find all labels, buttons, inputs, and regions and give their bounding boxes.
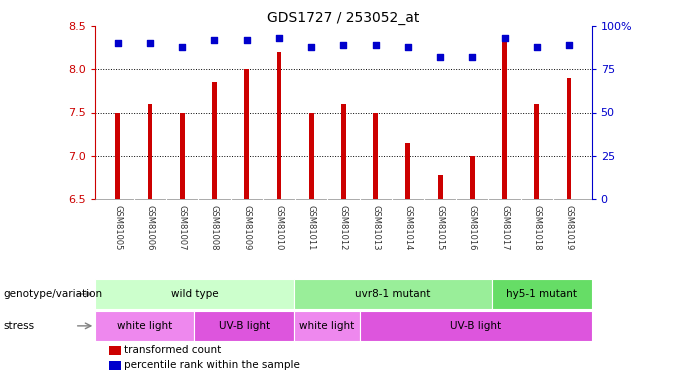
Bar — [502, 35, 507, 199]
Bar — [180, 112, 185, 199]
Text: uvr8-1 mutant: uvr8-1 mutant — [356, 289, 430, 299]
Bar — [95, 310, 194, 341]
Text: UV-B light: UV-B light — [450, 321, 501, 331]
Text: GSM81017: GSM81017 — [500, 205, 509, 251]
Point — [467, 54, 478, 60]
Point — [306, 44, 317, 50]
Point — [145, 40, 156, 46]
Text: GSM81019: GSM81019 — [564, 205, 573, 251]
Point — [338, 42, 349, 48]
Bar — [294, 279, 492, 309]
Bar — [341, 104, 346, 199]
Point — [273, 35, 284, 41]
Text: GSM81007: GSM81007 — [177, 205, 187, 251]
Bar — [360, 310, 592, 341]
Bar — [294, 310, 360, 341]
Bar — [116, 112, 120, 199]
Text: GSM81005: GSM81005 — [114, 205, 122, 251]
Bar — [244, 69, 249, 199]
Text: GSM81018: GSM81018 — [532, 205, 541, 251]
Point — [209, 37, 220, 43]
Bar — [534, 104, 539, 199]
Point — [177, 44, 188, 50]
Bar — [405, 142, 410, 199]
Text: GSM81006: GSM81006 — [146, 205, 154, 251]
Bar — [373, 112, 378, 199]
Point — [241, 37, 252, 43]
Text: genotype/variation: genotype/variation — [3, 289, 103, 299]
Bar — [438, 175, 443, 199]
Text: stress: stress — [3, 321, 35, 331]
Bar — [309, 112, 313, 199]
Point — [499, 35, 510, 41]
Text: GSM81010: GSM81010 — [275, 205, 284, 251]
Point — [435, 54, 445, 60]
Bar — [95, 279, 294, 309]
Bar — [194, 310, 294, 341]
Text: UV-B light: UV-B light — [218, 321, 270, 331]
Text: white light: white light — [117, 321, 173, 331]
Point — [370, 42, 381, 48]
Title: GDS1727 / 253052_at: GDS1727 / 253052_at — [267, 11, 420, 25]
Text: GSM81015: GSM81015 — [436, 205, 445, 251]
Text: GSM81013: GSM81013 — [371, 205, 380, 251]
Bar — [470, 156, 475, 199]
Bar — [212, 82, 217, 199]
Text: GSM81008: GSM81008 — [210, 205, 219, 251]
Text: white light: white light — [299, 321, 354, 331]
Point — [112, 40, 123, 46]
Bar — [277, 52, 282, 199]
Bar — [148, 104, 152, 199]
Text: GSM81009: GSM81009 — [242, 205, 251, 251]
Text: GSM81014: GSM81014 — [403, 205, 412, 251]
Text: hy5-1 mutant: hy5-1 mutant — [507, 289, 577, 299]
Text: wild type: wild type — [171, 289, 218, 299]
Bar — [566, 78, 571, 199]
Point — [564, 42, 575, 48]
Text: GSM81012: GSM81012 — [339, 205, 348, 251]
Text: GSM81011: GSM81011 — [307, 205, 316, 251]
Text: percentile rank within the sample: percentile rank within the sample — [124, 360, 300, 370]
Text: GSM81016: GSM81016 — [468, 205, 477, 251]
Point — [403, 44, 413, 50]
Point — [531, 44, 542, 50]
Text: transformed count: transformed count — [124, 345, 221, 355]
Bar — [492, 279, 592, 309]
